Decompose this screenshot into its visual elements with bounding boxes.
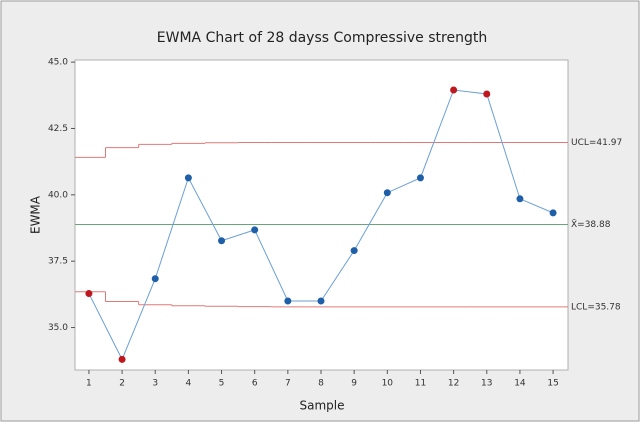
x-tick-label: 12	[448, 379, 459, 389]
point	[383, 189, 391, 197]
y-tick-label: 37.5	[48, 257, 68, 267]
point	[450, 86, 458, 94]
point	[317, 297, 325, 305]
x-tick-label: 15	[547, 379, 558, 389]
x-tick-label: 6	[252, 379, 258, 389]
y-tick-label: 40.0	[48, 190, 68, 200]
point	[251, 226, 259, 234]
point	[549, 209, 557, 217]
y-tick-label: 35.0	[48, 323, 68, 333]
x-tick-label: 10	[382, 379, 394, 389]
chart-title: EWMA Chart of 28 dayss Compressive stren…	[157, 30, 487, 46]
point	[151, 275, 159, 283]
x-tick-label: 11	[415, 379, 426, 389]
x-tick-label: 8	[318, 379, 324, 389]
x-axis-title: Sample	[300, 399, 345, 413]
x-tick-label: 4	[186, 379, 192, 389]
x-tick-label: 9	[351, 379, 357, 389]
point	[516, 195, 524, 203]
center-label: X̄=38.88	[571, 218, 611, 230]
y-axis-title: EWMA	[29, 195, 43, 234]
x-tick-label: 5	[219, 379, 225, 389]
point	[118, 355, 126, 363]
ucl-line-label: UCL=41.97	[571, 138, 622, 148]
y-tick-label: 45.0	[48, 58, 68, 68]
y-tick-label: 42.5	[48, 124, 68, 134]
point	[85, 290, 93, 298]
x-tick-label: 7	[285, 379, 291, 389]
point	[416, 174, 424, 182]
point	[184, 174, 192, 182]
point	[350, 247, 358, 255]
x-tick-label: 14	[514, 379, 526, 389]
point	[284, 297, 292, 305]
x-tick-label: 13	[481, 379, 492, 389]
point	[483, 90, 491, 98]
x-tick-label: 2	[119, 379, 125, 389]
x-tick-label: 3	[152, 379, 158, 389]
x-tick-label: 1	[86, 379, 92, 389]
point	[218, 237, 226, 245]
lcl-line-label: LCL=35.78	[571, 302, 621, 312]
plot-area	[74, 59, 569, 371]
